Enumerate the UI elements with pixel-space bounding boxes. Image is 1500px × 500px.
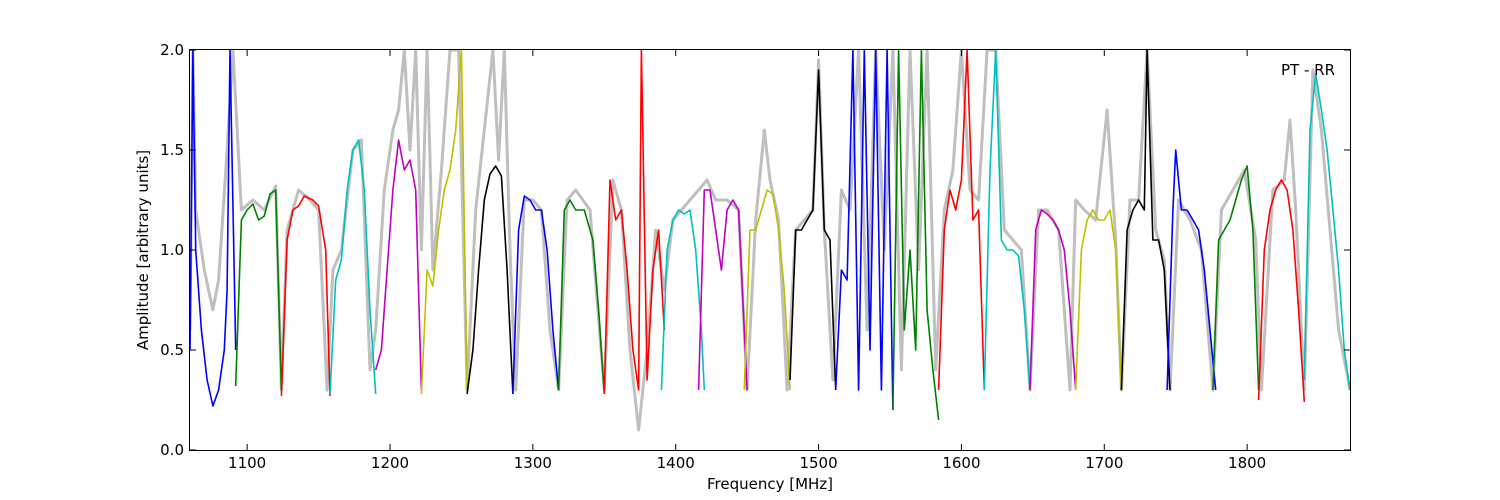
x-tick-label: 1400 (657, 454, 695, 472)
series-line-20 (1074, 209, 1123, 391)
y-tick-label: 2.0 (160, 41, 184, 59)
series-line-22 (1166, 149, 1217, 391)
series-line-16 (892, 49, 940, 421)
y-tick-label: 0.5 (160, 341, 184, 359)
series-line-13 (743, 189, 791, 391)
y-tick-label: 1.5 (160, 141, 184, 159)
series-line-11 (660, 209, 706, 391)
series-line-8 (512, 195, 560, 395)
y-axis: 0.0 0.5 1.0 1.5 2.0 (160, 41, 1350, 459)
y-axis-label: Amplitude [arbitrary units] (134, 150, 152, 350)
background-series (189, 49, 1351, 432)
y-tick-label: 1.0 (160, 241, 184, 259)
y-tick-label: 0.0 (160, 441, 184, 459)
series-line-5 (374, 139, 423, 391)
series-line-18 (983, 49, 1031, 391)
x-tick-label: 1300 (514, 454, 552, 472)
x-tick-label: 1100 (228, 454, 266, 472)
series-line-14 (789, 69, 837, 391)
x-tick-label: 1700 (1085, 454, 1123, 472)
series-line-17 (937, 49, 986, 391)
series-line-12 (697, 189, 748, 391)
series-line-2 (234, 189, 283, 391)
series-line-24 (1257, 179, 1306, 403)
x-axis: 1100 1200 1300 1400 1500 1600 1700 1800 (228, 50, 1266, 472)
plot-annotation: PT - RR (1281, 61, 1335, 79)
x-axis-label: Frequency [MHz] (707, 475, 833, 493)
series-line-10 (603, 49, 666, 395)
series-line-7 (466, 165, 514, 395)
series-line-6 (420, 49, 468, 395)
series-line-25 (1303, 73, 1351, 391)
plot-area (189, 49, 1351, 432)
x-tick-label: 1200 (371, 454, 409, 472)
series-line-23 (1212, 165, 1260, 391)
series-line-3 (280, 195, 331, 397)
series-line-1 (189, 49, 237, 407)
series-line-9 (557, 199, 606, 395)
x-tick-label: 1800 (1228, 454, 1266, 472)
series-line-19 (1029, 209, 1077, 391)
x-tick-label: 1500 (799, 454, 837, 472)
plot-frame (189, 49, 1351, 451)
x-tick-label: 1600 (942, 454, 980, 472)
series-line-21 (1120, 49, 1171, 391)
series-line-4 (329, 139, 377, 395)
series-layer (189, 49, 1351, 421)
background-trace (189, 49, 1351, 432)
